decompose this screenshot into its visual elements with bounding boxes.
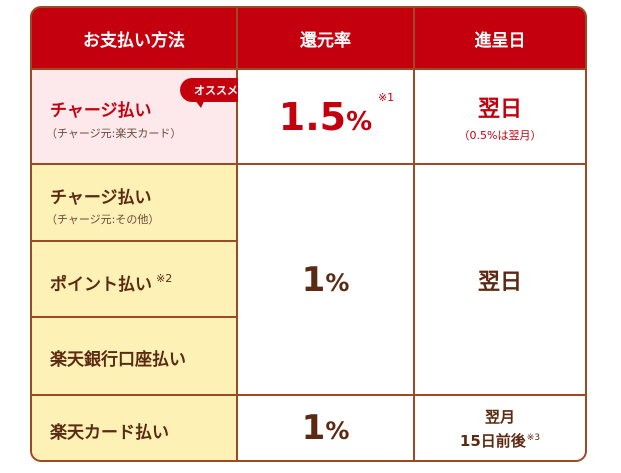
bank-label: 楽天銀行口座払い	[50, 350, 186, 370]
charge-rakuten-grant-main: 翌日	[477, 96, 522, 122]
recommend-badge-tail	[194, 99, 205, 108]
row-point-method: ポイント払い ※2	[32, 242, 236, 316]
row-card-rate: 1%	[238, 396, 413, 460]
group-rate-value: 1%	[301, 259, 350, 300]
point-label: ポイント払い ※2	[50, 272, 173, 295]
card-rate-value: 1%	[301, 408, 350, 448]
group-grant: 翌日	[415, 165, 585, 394]
charge-rakuten-grant-sub: （0.5%は翌月）	[458, 128, 542, 142]
card-label: 楽天カード払い	[50, 423, 169, 443]
row-bank-method: 楽天銀行口座払い	[32, 318, 236, 394]
row-card-grant: 翌月 15日前後※3	[415, 396, 585, 460]
card-grant-note: ※3	[526, 432, 541, 443]
card-grant-line1: 翌月	[484, 407, 515, 426]
header-method: お支払い方法	[32, 8, 236, 68]
charge-rakuten-label: チャージ払い	[50, 101, 152, 121]
group-rate: 1%	[238, 165, 413, 394]
charge-other-label: チャージ払い	[50, 188, 152, 208]
rate-unit: %	[346, 106, 373, 137]
row-card-method: 楽天カード払い	[32, 396, 236, 460]
row-charge-rakuten-grant: 翌日 （0.5%は翌月）	[415, 70, 585, 163]
header-rate: 還元率	[238, 8, 413, 68]
charge-rakuten-sub: （チャージ元:楽天カード）	[46, 127, 182, 140]
row-charge-other-method: チャージ払い （チャージ元:その他）	[32, 165, 236, 240]
card-grant-line2: 15日前後※3	[459, 431, 541, 450]
charge-other-sub: （チャージ元:その他）	[46, 213, 160, 226]
table-grid: お支払い方法 還元率 進呈日 チャージ払い （チャージ元:楽天カード） オススメ…	[32, 8, 585, 460]
header-grant: 進呈日	[415, 8, 585, 68]
group-grant-text: 翌日	[477, 269, 522, 295]
rate-value: 1.5	[278, 94, 347, 139]
payment-comparison-table: お支払い方法 還元率 進呈日 チャージ払い （チャージ元:楽天カード） オススメ…	[30, 6, 587, 462]
row-charge-rakuten-method: チャージ払い （チャージ元:楽天カード） オススメ	[32, 70, 252, 163]
charge-rakuten-rate: 1.5% ※1	[278, 91, 394, 139]
row-charge-rakuten-rate: 1.5% ※1	[238, 70, 413, 163]
point-note: ※2	[156, 272, 173, 285]
rate-note: ※1	[377, 90, 395, 104]
